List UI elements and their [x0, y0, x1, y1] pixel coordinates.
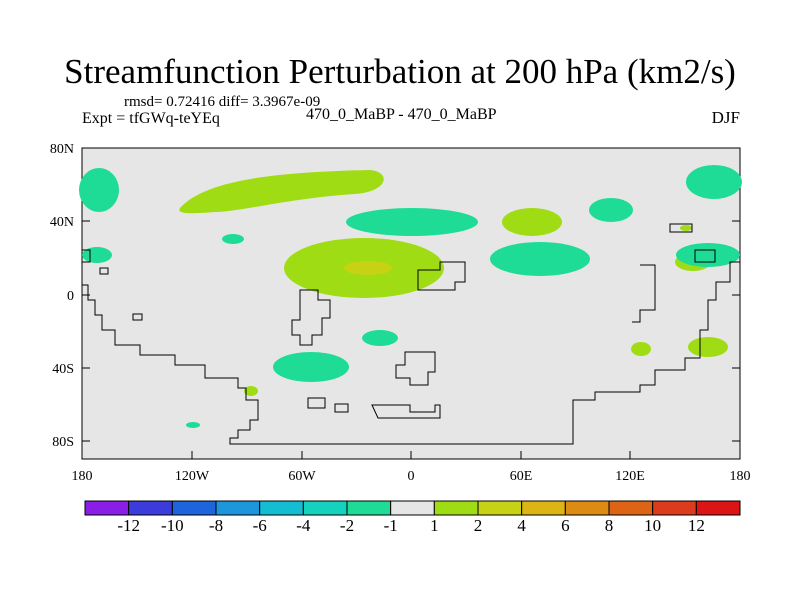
longitude-axis: 180 120W 60W 0 60E 120E 180 — [72, 451, 751, 484]
positive-anomaly-shapes — [179, 170, 728, 396]
coastline — [82, 261, 740, 445]
colorbar-label: -4 — [296, 516, 311, 535]
colorbar-swatch — [84, 500, 130, 516]
coastline — [669, 223, 693, 233]
negative-anomaly — [362, 330, 398, 346]
positive-anomaly — [244, 386, 258, 396]
colorbar-swatch — [215, 500, 261, 516]
lon-tick-label: 120E — [615, 469, 645, 484]
negative-anomaly — [82, 247, 112, 263]
comparison-label: 470_0_MaBP - 470_0_MaBP — [306, 106, 497, 123]
negative-anomaly — [490, 242, 590, 276]
positive-anomaly — [680, 225, 692, 231]
coastline — [395, 351, 436, 386]
colorbar-swatch — [477, 500, 523, 516]
negative-anomaly — [273, 352, 349, 382]
colorbar-label: 12 — [688, 516, 705, 535]
colorbar-swatch — [346, 500, 392, 516]
stats-text: rmsd= 0.72416 diff= 3.3967e-09 — [124, 94, 321, 110]
coastline — [371, 404, 441, 419]
lat-tick-label: 80N — [50, 142, 74, 157]
colorbar-swatch — [171, 500, 217, 516]
colorbar-label: -8 — [209, 516, 223, 535]
coastline — [99, 267, 109, 275]
map-title: Streamfunction Perturbation at 200 hPa (… — [64, 52, 736, 91]
colorbar-label: -10 — [161, 516, 184, 535]
colorbar-swatch — [259, 500, 304, 516]
lon-tick-label: 120W — [175, 469, 210, 484]
colorbar-swatch — [564, 500, 610, 516]
season-label: DJF — [711, 108, 740, 127]
colorbar-swatch — [433, 500, 479, 516]
coastline — [291, 289, 331, 346]
colorbar-label: 8 — [605, 516, 614, 535]
colorbar-label: 6 — [561, 516, 570, 535]
negative-anomaly-shapes — [79, 165, 742, 428]
negative-anomaly — [79, 168, 119, 212]
coastlines — [82, 223, 740, 445]
positive-anomaly — [502, 208, 562, 236]
experiment-label: Expt = tfGWq-teYEq — [82, 110, 220, 127]
negative-anomaly — [222, 234, 244, 244]
colorbar-label: 4 — [517, 516, 526, 535]
positive-anomaly — [631, 342, 651, 356]
colorbar-swatch — [128, 500, 173, 516]
colorbar-label: 10 — [644, 516, 661, 535]
coastline — [307, 397, 326, 409]
lat-tick-label: 40S — [52, 362, 74, 377]
coastline — [632, 264, 656, 323]
lon-tick-label: 60E — [510, 469, 533, 484]
negative-anomaly — [676, 243, 740, 267]
coastline — [694, 249, 716, 263]
lat-tick-label: 80S — [52, 435, 74, 450]
colorbar-swatch — [608, 500, 654, 516]
latitude-axis: 80N 40N 0 40S 80S — [50, 142, 740, 450]
colorbar-swatch — [390, 500, 435, 516]
lon-tick-label: 180 — [72, 469, 93, 484]
positive-anomaly-core — [344, 261, 392, 275]
negative-anomaly — [346, 208, 478, 236]
colorbar-swatch — [695, 500, 741, 516]
negative-anomaly — [686, 165, 742, 199]
negative-anomaly — [589, 198, 633, 222]
coastline — [334, 403, 349, 413]
colorbar-label: 2 — [474, 516, 483, 535]
colorbar-label: -2 — [340, 516, 354, 535]
colorbar: -12 -10 -8 -6 -4 -2 -1 1 2 4 6 8 10 12 — [84, 500, 741, 535]
lon-tick-label: 0 — [408, 469, 415, 484]
colorbar-swatch — [652, 500, 697, 516]
lon-tick-label: 60W — [288, 469, 316, 484]
colorbar-label: 1 — [430, 516, 439, 535]
colorbar-swatch — [302, 500, 348, 516]
colorbar-label: -1 — [384, 516, 398, 535]
lon-tick-label: 180 — [730, 469, 751, 484]
positive-anomaly — [688, 337, 728, 357]
coastline — [132, 313, 143, 321]
negative-anomaly — [186, 422, 200, 428]
colorbar-label: -6 — [253, 516, 267, 535]
lat-tick-label: 40N — [50, 215, 74, 230]
coastline — [82, 249, 91, 263]
lat-tick-label: 0 — [67, 289, 74, 304]
colorbar-label: -12 — [117, 516, 140, 535]
positive-anomaly — [179, 170, 384, 214]
coastline — [417, 261, 466, 291]
colorbar-swatch — [521, 500, 566, 516]
